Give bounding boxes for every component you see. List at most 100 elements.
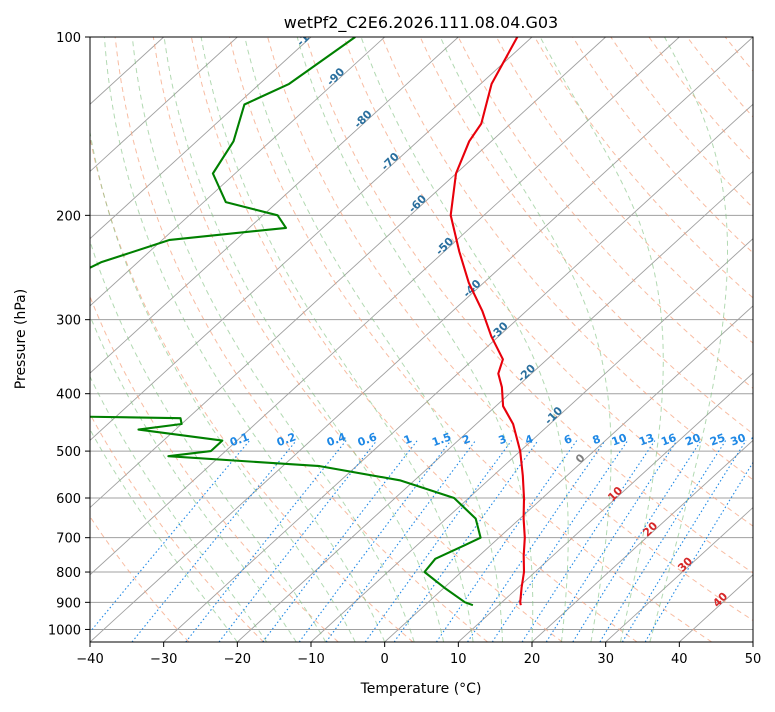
isotherm-line: [90, 37, 606, 509]
y-tick-label: 400: [56, 388, 81, 403]
mixing-ratio-label: 10: [610, 431, 629, 449]
mixing-ratio-line: [572, 440, 702, 642]
mixing-ratio-label: 13: [637, 431, 656, 448]
mixing-ratio-line: [435, 440, 578, 642]
isotherm-line: [163, 103, 753, 642]
dry-adiabat: [495, 37, 753, 344]
mixing-ratio-line: [325, 440, 476, 642]
moist-adiabat: [296, 37, 534, 642]
dry-adiabat: [190, 37, 638, 642]
moist-adiabat: [90, 375, 268, 642]
temperature-trace: [449, 37, 526, 606]
mixing-ratio-label: 2: [460, 432, 472, 447]
isotherm-line: [90, 37, 753, 642]
moist-adiabat: [439, 37, 612, 642]
mixing-ratio-line: [467, 440, 606, 642]
mixing-ratio-label: 4: [523, 432, 535, 447]
mixing-ratio-line: [621, 440, 747, 642]
isotherm-line: [531, 439, 753, 642]
moist-adiabat: [131, 37, 415, 642]
x-tick-label: −10: [297, 652, 324, 667]
moist-adiabat: [360, 37, 569, 642]
y-tick-label: 700: [56, 532, 81, 547]
mixing-ratio-line: [491, 440, 629, 642]
mixing-ratio-label: 1.5: [430, 430, 453, 449]
dry-adiabat: [457, 37, 753, 389]
isotherm-line: [90, 37, 680, 576]
y-tick-label: 800: [56, 566, 81, 581]
moist-adiabat: [163, 37, 445, 642]
mixing-ratio-label: 25: [708, 431, 727, 448]
mixing-ratio-label: 16: [659, 431, 678, 449]
mixing-ratio-label: 30: [729, 431, 748, 449]
mixing-ratio-label: 0.2: [275, 430, 298, 449]
x-tick-label: 40: [671, 652, 688, 667]
x-tick-label: 10: [450, 652, 467, 667]
mixing-ratio-label: 6: [562, 432, 574, 447]
dry-adiabat: [152, 37, 563, 642]
x-tick-label: 30: [597, 652, 614, 667]
mixing-ratio-label: 8: [591, 432, 603, 447]
moist-adiabat: [649, 37, 728, 642]
dry-adiabat: [90, 412, 264, 642]
moist-adiabat: [90, 239, 327, 642]
mixing-ratio-line: [364, 440, 512, 642]
dry-adiabat: [90, 135, 414, 642]
mixing-ratio-label: 36: [749, 431, 768, 449]
mixing-ratio-line: [218, 440, 378, 642]
isotherm-line: [458, 372, 753, 642]
mixing-ratio-line: [90, 440, 251, 633]
x-tick-label: −40: [76, 652, 103, 667]
isotherm-line: [605, 506, 753, 642]
dry-adiabat: [90, 295, 339, 642]
mixing-ratio-line: [599, 440, 727, 642]
mixing-ratio-label: 0.1: [228, 430, 251, 449]
mixing-ratio-line: [545, 440, 678, 642]
isotherm-line: [90, 37, 312, 240]
moist-adiabat: [90, 428, 238, 642]
mixing-ratio-line: [644, 461, 753, 642]
y-tick-label: 200: [56, 209, 81, 224]
x-tick-label: −20: [224, 652, 251, 667]
x-tick-label: 50: [745, 652, 762, 667]
moist-adiabat: [90, 314, 297, 642]
isotherm-line: [384, 305, 753, 642]
x-axis-label: Temperature (°C): [360, 681, 482, 697]
dry-adiabat: [90, 515, 190, 642]
y-tick-label: 300: [56, 314, 81, 329]
mixing-ratio-line: [131, 440, 297, 642]
mixing-ratio-label: 1: [402, 432, 414, 447]
y-tick-label: 1000: [48, 623, 81, 638]
mixing-ratio-label: 3: [497, 432, 509, 447]
y-tick-label: 600: [56, 492, 81, 507]
moist-adiabat: [90, 129, 356, 642]
dry-adiabat-label: -100: [294, 20, 323, 49]
dry-adiabat: [114, 37, 488, 642]
isotherm-line: [90, 37, 533, 441]
isotherm-line: [90, 37, 238, 173]
moist-adiabat: [103, 37, 386, 642]
dry-adiabat: [305, 37, 753, 574]
x-tick-label: −30: [150, 652, 177, 667]
dry-adiabat: [229, 37, 712, 642]
plot-frame: [89, 36, 754, 643]
y-tick-label: 100: [56, 31, 81, 46]
y-tick-label: 900: [56, 596, 81, 611]
isotherm-line: [90, 37, 459, 374]
mixing-ratio-label: 20: [683, 431, 702, 449]
x-tick-label: 0: [381, 652, 389, 667]
isotherm-line: [237, 170, 753, 642]
chart-title: wetPf2_C2E6.2026.111.08.04.G03: [284, 13, 558, 33]
dry-adiabat: [343, 37, 753, 527]
y-tick-label: 500: [56, 445, 81, 460]
isotherm-line: [90, 37, 385, 307]
mixing-ratio-line: [521, 440, 656, 642]
moist-adiabat: [200, 37, 474, 642]
y-axis-label: Pressure (hPa): [13, 289, 29, 389]
isotherm-line: [310, 238, 753, 642]
mixing-ratio-label: 0.6: [356, 430, 379, 449]
mixing-ratio-label: 0.4: [325, 430, 348, 449]
moist-adiabat: [244, 37, 503, 642]
